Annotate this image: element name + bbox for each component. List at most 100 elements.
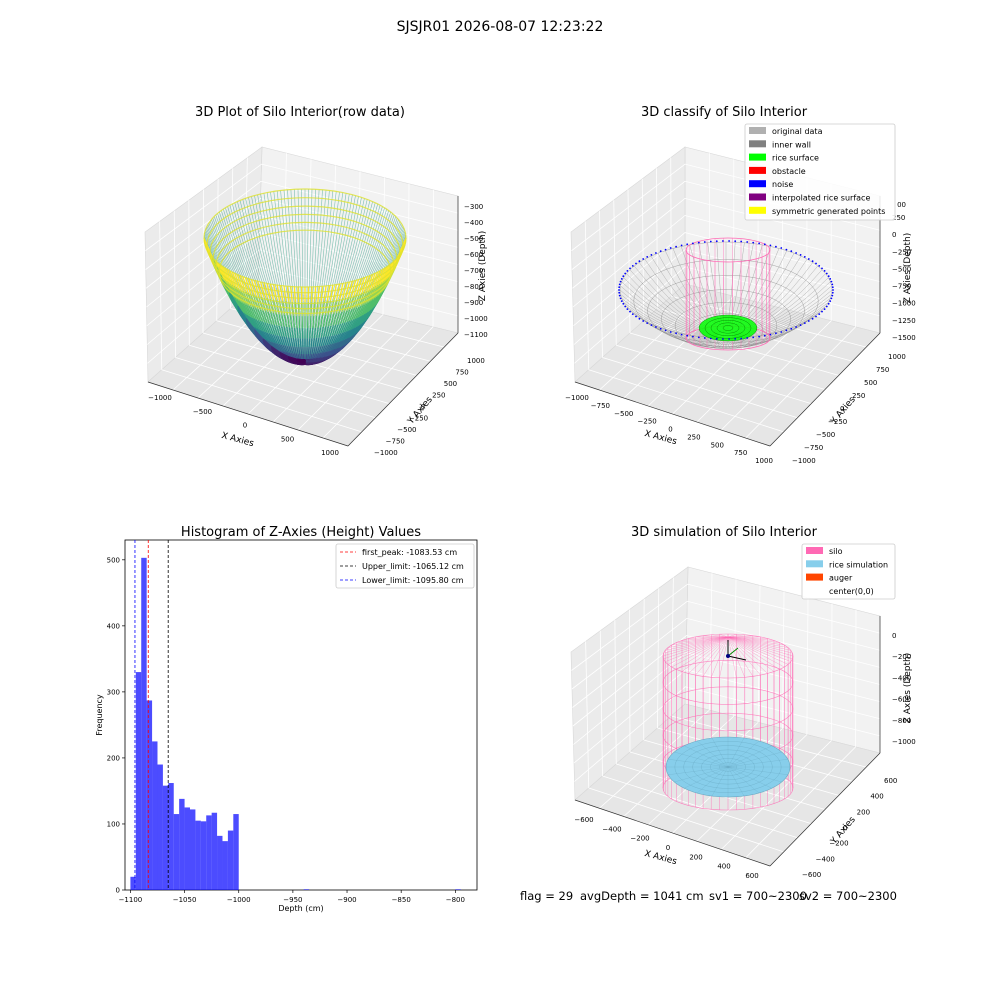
x-axis-line [574, 381, 771, 447]
status-sv2: sv2 = 700~2300 [799, 889, 897, 903]
noise-point [830, 297, 833, 300]
surface-segment [384, 262, 394, 281]
surface-segment [368, 272, 376, 291]
surface-segment [216, 262, 226, 281]
surface-segment [337, 311, 343, 325]
silo-roof-wire [727, 636, 780, 643]
surface-segment [360, 302, 369, 317]
surface-segment [331, 347, 338, 355]
grid-line [720, 740, 832, 850]
original-data-meridian [634, 313, 719, 340]
surface-segment [335, 340, 342, 350]
classify-x-axis-label: X Axies [643, 429, 678, 447]
surface-segment [339, 338, 347, 348]
noise-point [795, 252, 797, 254]
y-tick-label: −250 [828, 418, 847, 426]
x-tick-label: 400 [717, 863, 730, 871]
panel-classify-title: 3D classify of Silo Interior [641, 105, 808, 120]
surface-segment [318, 352, 323, 359]
z-tick-label: −1500 [892, 334, 916, 342]
classify-legend: original data inner wall rice surface obsta… [744, 123, 896, 221]
surface-segment [363, 275, 371, 293]
rice-surface-ring [716, 322, 740, 334]
surface-segment [307, 346, 310, 354]
noise-point [697, 336, 700, 339]
surface-segment [329, 342, 336, 352]
noise-point [650, 324, 653, 326]
y-tick-label: 300 [107, 688, 120, 696]
surface-segment [332, 341, 339, 351]
simulation-legend: silo rice simulation auger center(0,0) [801, 543, 896, 600]
surface-segment [309, 346, 312, 354]
surface-segment [309, 315, 312, 329]
x-tick-label: −1000 [148, 394, 172, 402]
surface-segment [271, 324, 277, 336]
grid-line [146, 215, 459, 308]
histogram-bar [195, 820, 201, 890]
surface-segment [286, 315, 290, 328]
surface-segment [368, 296, 377, 312]
rice-simulation-spoke [727, 766, 772, 789]
histogram-y-axis-label: Frequency [95, 694, 104, 736]
silo-roof-wire [727, 636, 789, 648]
surface-segment [360, 311, 369, 325]
grid-line [627, 189, 631, 334]
y-tick-label: 500 [864, 379, 877, 387]
x-tick-label: −400 [602, 825, 621, 833]
surface-segment [322, 314, 327, 328]
surface-segment [354, 315, 362, 328]
surface-segment [320, 315, 324, 328]
surface-segment [338, 339, 345, 349]
noise-point [709, 240, 712, 243]
surface-segment [313, 346, 316, 354]
noise-point [618, 283, 621, 286]
histogram-legend-entries: first_peak: -1083.53 cm Upper_limit: -106… [340, 548, 464, 585]
surface-segment [318, 327, 322, 338]
surface-segment [294, 346, 297, 354]
surface-segment [348, 327, 356, 338]
surface-segment [239, 275, 247, 293]
noise-point [815, 315, 817, 318]
surface-meridian [276, 190, 306, 361]
surface-segment [273, 342, 279, 351]
surface-segment [312, 315, 315, 328]
noise-point [807, 320, 810, 322]
surface-meridian [242, 199, 306, 361]
noise-point [686, 334, 689, 337]
noise-point [775, 245, 777, 248]
noise-point [675, 245, 677, 248]
legend-label: inner wall [772, 140, 811, 149]
surface-segment [262, 310, 268, 324]
y-tick-label: 100 [107, 820, 120, 828]
surface-segment [349, 326, 358, 338]
silo-roof-wire [727, 636, 768, 639]
legend-label: Lower_limit: -1095.80 cm [362, 576, 464, 585]
silo-roof-wire [727, 636, 791, 662]
silo-roof-wire [681, 636, 729, 641]
y-tick-label: 0 [421, 403, 425, 411]
histogram-bar [206, 815, 212, 890]
surface-segment [283, 336, 288, 346]
noise-point [803, 256, 806, 258]
x-axis-line [574, 799, 771, 867]
x-tick-label: −900 [337, 896, 356, 904]
rice-surface-ring [710, 320, 746, 337]
surface-segment [218, 263, 228, 282]
noise-point [818, 265, 821, 267]
noise-point [769, 244, 772, 247]
grid-line [407, 183, 410, 321]
rice-simulation-spoke [711, 766, 729, 797]
surface-segment [308, 338, 311, 348]
grid-line [573, 669, 881, 764]
silo-ring [662, 686, 794, 732]
noise-point [686, 243, 689, 246]
rice-simulation-spoke [668, 759, 729, 768]
y-axis-line [347, 332, 459, 447]
noise-point [722, 240, 724, 242]
surface-segment [283, 285, 287, 302]
x-tick-label: 500 [281, 435, 294, 443]
surface-segment [283, 314, 288, 328]
surface-rim [215, 221, 395, 310]
surface-segment [336, 283, 341, 300]
noise-point [692, 335, 694, 338]
